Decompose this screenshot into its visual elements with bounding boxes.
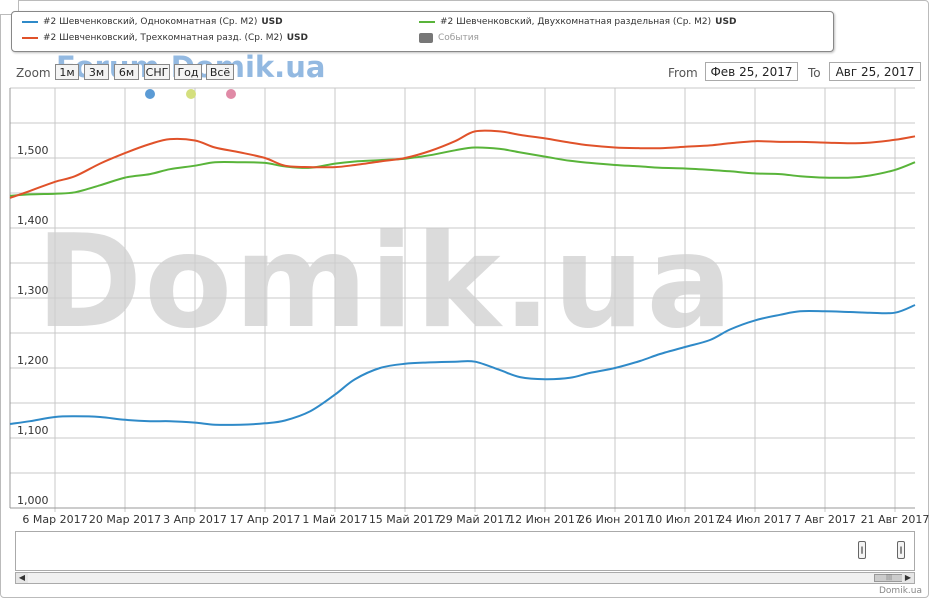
zoom-year-button[interactable]: Год: [174, 64, 202, 80]
legend-line-icon: [419, 21, 435, 23]
x-tick-label: 20 Мар 2017: [89, 513, 161, 526]
y-tick-label: 1,400: [17, 214, 49, 227]
y-tick-label: 1,300: [17, 284, 49, 297]
x-tick-label: 10 Июл 2017: [648, 513, 722, 526]
y-tick-label: 1,500: [17, 144, 49, 157]
x-tick-label: 6 Мар 2017: [22, 513, 87, 526]
legend-label: #2 Шевченковский, Двухкомнатная раздельн…: [440, 17, 712, 27]
to-date-input[interactable]: Авг 25, 2017: [829, 62, 921, 81]
credit-link[interactable]: Domik.ua: [879, 586, 922, 596]
legend: #2 Шевченковский, Однокомнатная (Ср. M2)…: [11, 11, 834, 52]
navigator-left-handle[interactable]: ‖: [858, 541, 866, 559]
x-tick-label: 17 Апр 2017: [230, 513, 301, 526]
event-marker-yellow[interactable]: [186, 89, 196, 99]
navigator-right-handle[interactable]: ‖: [897, 541, 905, 559]
x-tick-label: 3 Апр 2017: [163, 513, 227, 526]
legend-label: #2 Шевченковский, Трехкомнатная разд. (С…: [43, 33, 283, 43]
y-tick-label: 1,200: [17, 354, 49, 367]
zoom-label: Zoom: [16, 66, 51, 80]
legend-currency: USD: [261, 17, 283, 27]
zoom-ytd-button[interactable]: СНГ: [144, 64, 170, 80]
zoom-all-button[interactable]: Всё: [206, 64, 234, 80]
event-marker-pink[interactable]: [226, 89, 236, 99]
scroll-right-arrow-icon[interactable]: ▶: [902, 573, 914, 583]
series-line-2: [9, 146, 916, 197]
legend-item-one-room[interactable]: #2 Шевченковский, Однокомнатная (Ср. M2)…: [22, 17, 283, 27]
events-box-icon: [419, 33, 433, 43]
legend-currency: USD: [286, 33, 308, 43]
legend-label: События: [438, 33, 479, 43]
scrollbar[interactable]: ◀ ||| ▶: [15, 572, 915, 584]
series-line-1: [9, 304, 916, 426]
series-lines: [9, 129, 916, 426]
series-line-3: [9, 129, 916, 199]
x-tick-label: 12 Июн 2017: [508, 513, 582, 526]
zoom-1m-button[interactable]: 1м: [55, 64, 79, 80]
zoom-6m-button[interactable]: 6м: [114, 64, 139, 80]
x-tick-label: 15 Май 2017: [369, 513, 441, 526]
scroll-thumb[interactable]: |||: [874, 574, 904, 582]
legend-label: #2 Шевченковский, Однокомнатная (Ср. M2): [43, 17, 258, 27]
zoom-3m-button[interactable]: 3м: [84, 64, 109, 80]
axis-labels: 1,000 1,100 1,200 1,300 1,400 1,500 6 Мар 2017…: [17, 144, 929, 526]
y-tick-label: 1,000: [17, 494, 49, 507]
legend-item-events[interactable]: События: [419, 33, 479, 43]
legend-currency: USD: [715, 17, 737, 27]
domik-watermark: Domik.ua: [36, 208, 735, 357]
event-marker-blue[interactable]: [145, 89, 155, 99]
legend-item-three-room[interactable]: #2 Шевченковский, Трехкомнатная разд. (С…: [22, 33, 308, 43]
navigator[interactable]: [15, 531, 915, 571]
legend-line-icon: [22, 21, 38, 23]
from-date-input[interactable]: Фев 25, 2017: [705, 62, 798, 81]
x-tick-label: 1 Май 2017: [302, 513, 367, 526]
x-tick-label: 26 Июн 2017: [578, 513, 652, 526]
grid: [9, 87, 915, 512]
x-tick-label: 24 Июл 2017: [718, 513, 792, 526]
x-tick-label: 29 Май 2017: [439, 513, 511, 526]
y-tick-label: 1,100: [17, 424, 49, 437]
legend-line-icon: [22, 37, 38, 39]
legend-item-two-room[interactable]: #2 Шевченковский, Двухкомнатная раздельн…: [419, 17, 736, 27]
scroll-left-arrow-icon[interactable]: ◀: [16, 573, 28, 583]
x-tick-label: 7 Авг 2017: [794, 513, 856, 526]
to-label: To: [808, 66, 821, 80]
from-label: From: [668, 66, 698, 80]
x-tick-label: 21 Авг 2017: [861, 513, 930, 526]
